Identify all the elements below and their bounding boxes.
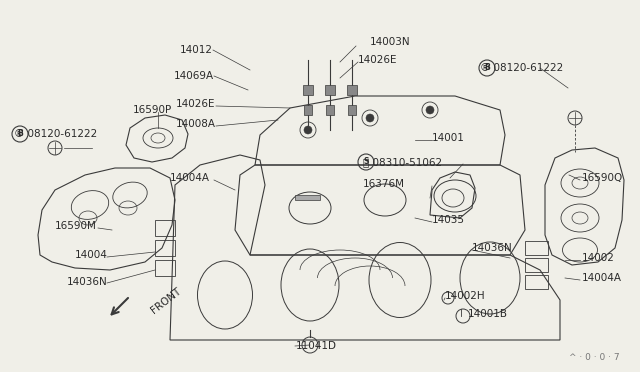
- Text: 14035: 14035: [432, 215, 465, 225]
- Text: 14036N: 14036N: [472, 243, 513, 253]
- Text: ® 08120-61222: ® 08120-61222: [480, 63, 563, 73]
- Text: 14002: 14002: [582, 253, 615, 263]
- Text: B: B: [17, 129, 23, 138]
- Text: B: B: [484, 64, 490, 73]
- Text: 14001: 14001: [432, 133, 465, 143]
- Text: 16590P: 16590P: [133, 105, 172, 115]
- Circle shape: [304, 126, 312, 134]
- Polygon shape: [303, 85, 313, 95]
- Polygon shape: [326, 105, 334, 115]
- Text: 14069A: 14069A: [174, 71, 214, 81]
- Text: 14036N: 14036N: [67, 277, 108, 287]
- Text: 16590M: 16590M: [55, 221, 97, 231]
- Text: 14012: 14012: [180, 45, 213, 55]
- Text: 11041D: 11041D: [296, 341, 337, 351]
- Polygon shape: [304, 105, 312, 115]
- Text: 14008A: 14008A: [176, 119, 216, 129]
- Text: 16590Q: 16590Q: [582, 173, 623, 183]
- Polygon shape: [295, 195, 320, 200]
- Text: 14002H: 14002H: [445, 291, 486, 301]
- Circle shape: [366, 114, 374, 122]
- Text: 14003N: 14003N: [370, 37, 411, 47]
- Text: 14001B: 14001B: [468, 309, 508, 319]
- Text: S: S: [364, 157, 369, 167]
- Polygon shape: [325, 85, 335, 95]
- Text: ® 08120-61222: ® 08120-61222: [14, 129, 97, 139]
- Text: ^ · 0 · 0 · 7: ^ · 0 · 0 · 7: [570, 353, 620, 362]
- Text: 14026E: 14026E: [175, 99, 215, 109]
- Circle shape: [426, 106, 434, 114]
- Polygon shape: [347, 85, 357, 95]
- Polygon shape: [348, 105, 356, 115]
- Text: 14004A: 14004A: [170, 173, 210, 183]
- Text: 14026E: 14026E: [358, 55, 397, 65]
- Text: FRONT: FRONT: [149, 286, 183, 316]
- Text: 14004: 14004: [75, 250, 108, 260]
- Text: 14004A: 14004A: [582, 273, 622, 283]
- Text: 16376M: 16376M: [363, 179, 405, 189]
- Text: Ⓢ 08310-51062: Ⓢ 08310-51062: [363, 157, 442, 167]
